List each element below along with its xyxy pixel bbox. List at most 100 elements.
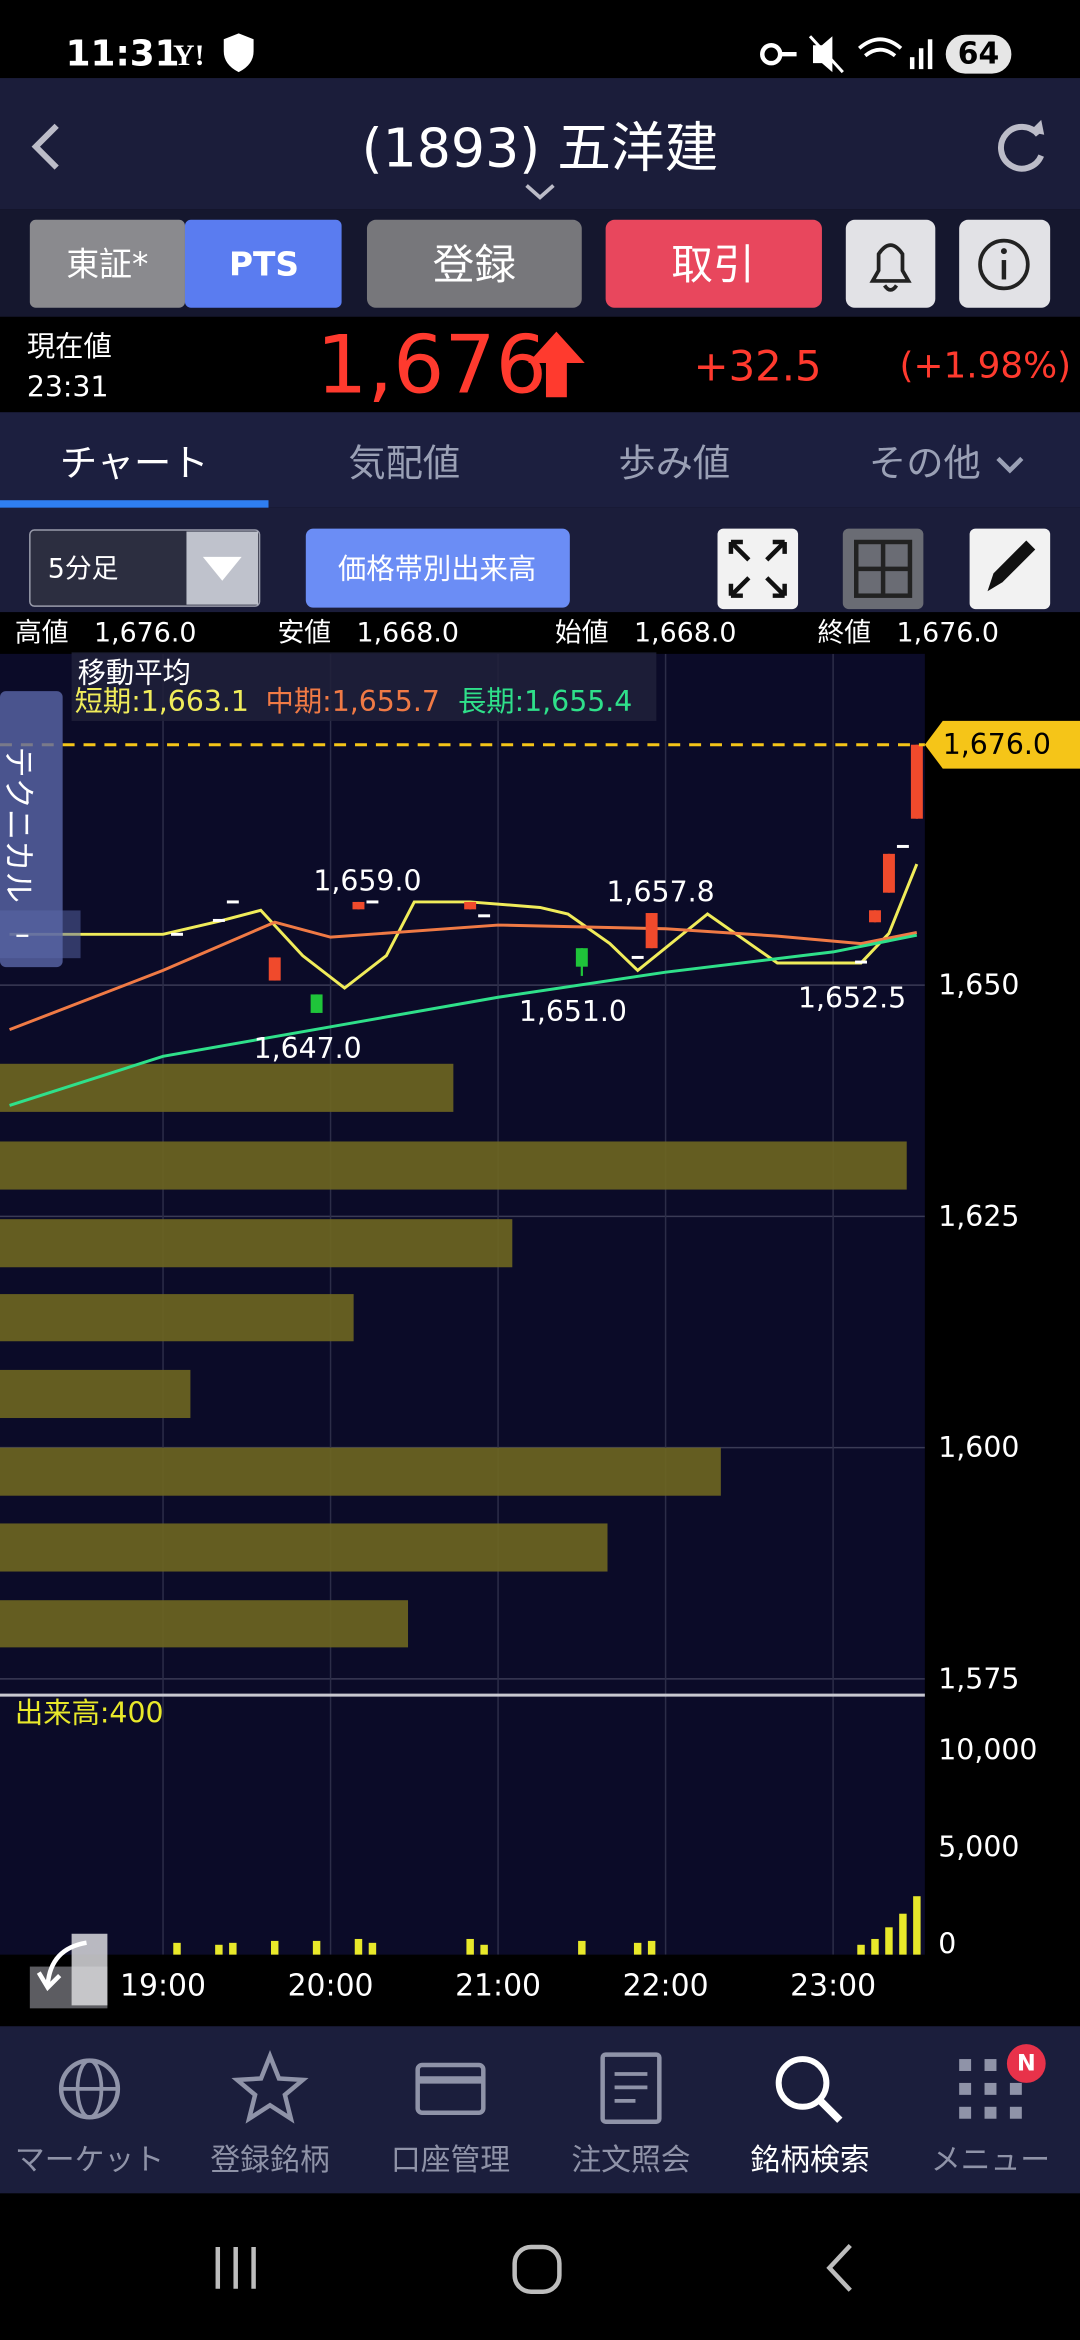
drawing-tool-button[interactable] <box>29 1933 108 2009</box>
y-tick-label: 1,600 <box>938 1431 1019 1464</box>
legend-entry: 長期:1,655.4 <box>458 685 632 718</box>
volume-tick-label: 10,000 <box>938 1733 1037 1766</box>
candles <box>171 744 923 1013</box>
candle-body <box>855 960 867 964</box>
alert-button[interactable] <box>845 219 936 308</box>
candle-body <box>212 918 225 922</box>
profile-bar <box>0 1063 454 1112</box>
pts-button[interactable] <box>184 219 342 308</box>
x-tick-label: 20:00 <box>288 1968 374 2003</box>
candle-body <box>896 844 909 848</box>
ma-line <box>9 863 919 990</box>
tab[interactable]: その他 <box>869 441 981 485</box>
profile-bar <box>0 1447 721 1496</box>
x-tick-label: 22:00 <box>623 1968 709 2003</box>
ohlc-value: 1,668.0 <box>357 617 459 648</box>
volume-label: 出来高:400 <box>15 1696 164 1729</box>
price-annotation: 1,647.0 <box>254 1032 362 1065</box>
ma-line <box>9 920 918 1032</box>
volume-tick-label: 5,000 <box>938 1831 1019 1864</box>
pts-label: PTS <box>229 246 299 284</box>
ohlc-row: 高値 1,676.0 安値 1,668.0 始値 1,668.0 終値 1,676.0 <box>15 617 999 648</box>
clock: 11:31 <box>66 34 180 75</box>
tab[interactable]: 気配値 <box>348 441 460 485</box>
legend-entry: 短期:1,663.1 <box>75 685 249 718</box>
nav-item[interactable]: 注文照会 <box>571 2143 690 2178</box>
candle-body <box>464 901 477 910</box>
candle-body <box>352 901 365 910</box>
volume-bar <box>899 1913 907 1955</box>
y-tick-label: 1,575 <box>938 1662 1019 1695</box>
nav-badge: N <box>1017 2051 1036 2077</box>
ma-line <box>9 933 918 1107</box>
volume-bar <box>857 1944 865 1955</box>
volume-bar <box>480 1944 488 1955</box>
candle-body <box>645 913 658 949</box>
volume-profile <box>0 1063 907 1648</box>
exchange-label: 東証* <box>66 246 148 284</box>
ma-title: 移動平均 <box>78 657 191 690</box>
candle-body <box>171 932 183 936</box>
volume-bar <box>647 1940 656 1955</box>
ohlc-label: 安値 <box>277 617 331 648</box>
profile-bar <box>0 1600 409 1648</box>
price-annotation: 1,651.0 <box>519 995 627 1028</box>
tab[interactable]: チャート <box>60 441 209 485</box>
register-button[interactable] <box>366 219 582 308</box>
profile-bar <box>0 1141 907 1190</box>
ohlc-label: 高値 <box>15 617 69 648</box>
register-label: 登録 <box>433 240 517 289</box>
back-button[interactable] <box>31 123 59 170</box>
volume-profile-button[interactable] <box>305 528 570 608</box>
price-annotation: 1,657.8 <box>607 876 715 909</box>
refresh-button[interactable] <box>998 123 1044 172</box>
fullscreen-button[interactable] <box>717 528 799 610</box>
price-change: +32.5 <box>694 341 822 390</box>
volume-tick-label: 0 <box>938 1928 956 1961</box>
y-tick-label: 1,625 <box>938 1200 1019 1233</box>
candle-body <box>575 948 588 967</box>
candle-body <box>882 853 895 893</box>
ohlc-label: 始値 <box>555 617 609 648</box>
profile-bar <box>0 1523 608 1572</box>
candle-body <box>366 900 379 904</box>
candle-body <box>478 914 491 918</box>
nav-item[interactable]: マーケット <box>15 2143 164 2178</box>
system-nav <box>215 2243 852 2295</box>
x-tick-label: 23:00 <box>790 1968 876 2003</box>
legend-entry: 中期:1,655.7 <box>266 685 440 718</box>
volume-bar <box>312 1940 321 1955</box>
trade-button[interactable] <box>605 219 822 308</box>
tab[interactable]: 歩み値 <box>618 441 730 485</box>
grid <box>0 653 925 1955</box>
ohlc-value: 1,676.0 <box>897 617 999 648</box>
volume-bar <box>633 1942 642 1955</box>
x-tick-label: 21:00 <box>455 1968 541 2003</box>
last-price-tag <box>924 720 1080 769</box>
ohlc-value: 1,676.0 <box>94 617 196 648</box>
nav-item[interactable]: 口座管理 <box>391 2143 510 2178</box>
status-bar: 11:31 Y! 64 <box>66 33 1012 75</box>
page-title: (1893) 五洋建 <box>362 117 719 180</box>
volume-bar <box>368 1942 377 1955</box>
current-price: 1,676 <box>316 317 547 411</box>
candle-body <box>910 744 923 819</box>
volume-bar <box>173 1942 181 1955</box>
shield-icon <box>223 33 254 73</box>
volume-bar <box>913 1896 921 1955</box>
candle-body <box>268 957 281 981</box>
bottom-nav: N マーケット 登録銘柄 口座管理 注文照会 銘柄検索 メニュー <box>15 2044 1050 2178</box>
nav-item[interactable]: メニュー <box>931 2143 1050 2178</box>
technical-tab[interactable]: テクニカル <box>0 691 81 968</box>
price-annotation: 1,652.5 <box>798 981 906 1014</box>
nav-item[interactable]: 登録銘柄 <box>210 2143 329 2178</box>
nav-item[interactable]: 銘柄検索 <box>750 2143 869 2178</box>
candle-body <box>310 994 323 1013</box>
annotations: 1,659.0 1,647.0 1,651.0 1,657.8 1,652.5 <box>0 743 925 1065</box>
exchange-button[interactable] <box>29 219 185 308</box>
technical-label: テクニカル <box>0 746 36 903</box>
price-change-percent: (+1.98%) <box>900 345 1072 386</box>
ohlc-value: 1,668.0 <box>634 617 736 648</box>
volume-bar <box>578 1940 586 1955</box>
interval-label: 5分足 <box>48 553 119 584</box>
